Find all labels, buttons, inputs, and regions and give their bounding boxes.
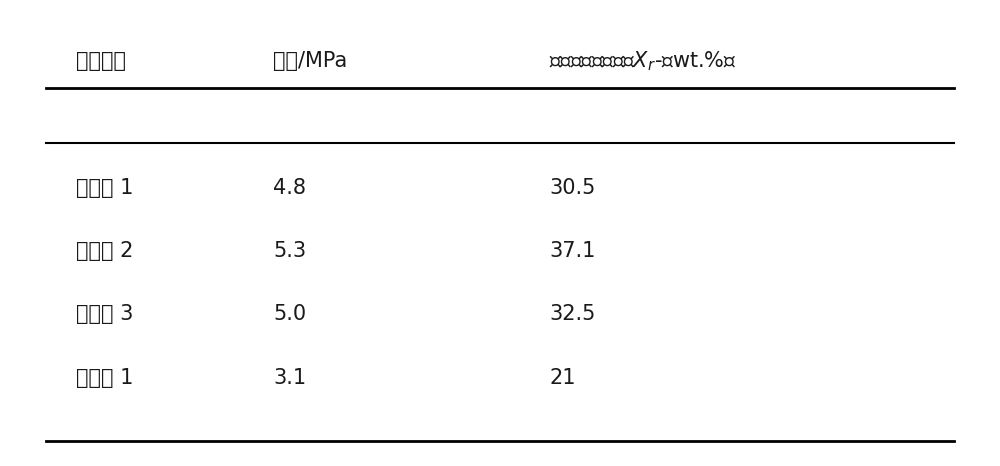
Text: 试验组 3: 试验组 3 [76, 304, 133, 324]
Text: 30.5: 30.5 [549, 178, 596, 198]
Text: 对比组 1: 对比组 1 [76, 368, 133, 388]
Text: 21: 21 [549, 368, 576, 388]
Text: 水化硅酸钙结晶度$\mathbf{\mathit{X}}_{r}$-（wt.%）: 水化硅酸钙结晶度$\mathbf{\mathit{X}}_{r}$-（wt.%） [549, 49, 737, 73]
Text: 5.0: 5.0 [273, 304, 306, 324]
Text: 4.8: 4.8 [273, 178, 306, 198]
Text: 32.5: 32.5 [549, 304, 596, 324]
Text: 强度/MPa: 强度/MPa [273, 51, 347, 71]
Text: 测试结果: 测试结果 [76, 51, 126, 71]
Text: 37.1: 37.1 [549, 241, 596, 261]
Text: 试验组 2: 试验组 2 [76, 241, 133, 261]
Text: 3.1: 3.1 [273, 368, 306, 388]
Text: 试验组 1: 试验组 1 [76, 178, 133, 198]
Text: 5.3: 5.3 [273, 241, 306, 261]
